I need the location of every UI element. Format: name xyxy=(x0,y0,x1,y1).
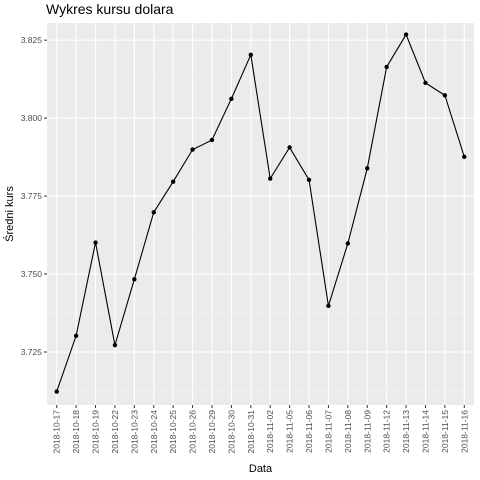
x-tick-label: 2018-11-02 xyxy=(265,410,275,453)
data-point xyxy=(384,64,389,70)
data-point xyxy=(345,241,351,246)
x-tick-label: 2018-10-23 xyxy=(129,410,139,454)
x-tick-label: 2018-10-25 xyxy=(168,410,178,454)
y-tick-label: 3.800 xyxy=(21,113,43,123)
data-point xyxy=(403,32,409,37)
x-tick-label: 2018-10-30 xyxy=(226,410,236,454)
x-tick-label: 2018-10-19 xyxy=(91,410,101,454)
data-point xyxy=(462,154,467,159)
data-point xyxy=(170,179,176,184)
x-tick-label: 2018-11-06 xyxy=(304,410,314,453)
data-point xyxy=(93,240,98,245)
data-point xyxy=(326,303,331,309)
y-tick-label: 3.750 xyxy=(21,269,43,279)
data-point xyxy=(248,52,253,58)
x-tick-label: 2018-10-22 xyxy=(110,410,120,454)
data-point xyxy=(442,93,448,98)
x-tick-label: 2018-11-09 xyxy=(362,410,372,453)
data-point xyxy=(112,342,118,348)
x-tick-label: 2018-10-31 xyxy=(246,410,256,454)
chart-title: Wykres kursu dolara xyxy=(46,1,174,17)
x-tick-label: 2018-11-05 xyxy=(285,410,295,453)
x-tick-label: 2018-10-17 xyxy=(52,410,62,454)
panel-background xyxy=(47,23,474,405)
x-tick-label: 2018-10-26 xyxy=(188,410,198,454)
data-point xyxy=(151,210,156,215)
data-point xyxy=(190,147,195,152)
data-point xyxy=(306,177,312,183)
x-tick-label: 2018-11-14 xyxy=(420,410,430,453)
x-axis-title: Data xyxy=(249,463,273,475)
series-line xyxy=(56,33,465,392)
data-point xyxy=(73,333,79,338)
data-point xyxy=(229,96,234,101)
y-tick-label: 3.825 xyxy=(21,35,43,45)
data-point xyxy=(365,166,370,171)
y-axis-title: Średni kurs xyxy=(3,186,16,242)
x-tick-label: 2018-10-29 xyxy=(207,410,217,454)
x-tick-label: 2018-10-24 xyxy=(149,410,159,454)
y-tick-label: 3.725 xyxy=(21,347,43,357)
x-tick-label: 2018-11-08 xyxy=(343,410,353,453)
y-tick-label: 3.775 xyxy=(21,191,43,201)
x-tick-label: 2018-11-15 xyxy=(440,410,450,453)
data-point xyxy=(54,389,59,394)
x-tick-label: 2018-10-18 xyxy=(71,410,81,454)
x-tick-label: 2018-11-16 xyxy=(459,410,469,453)
data-point xyxy=(132,277,137,282)
x-tick-label: 2018-11-12 xyxy=(382,410,392,453)
data-point xyxy=(268,176,273,181)
data-point xyxy=(287,145,292,150)
x-tick-label: 2018-11-13 xyxy=(401,410,411,453)
x-tick-label: 2018-11-07 xyxy=(323,410,333,453)
data-point xyxy=(423,80,428,86)
data-point xyxy=(209,137,215,143)
